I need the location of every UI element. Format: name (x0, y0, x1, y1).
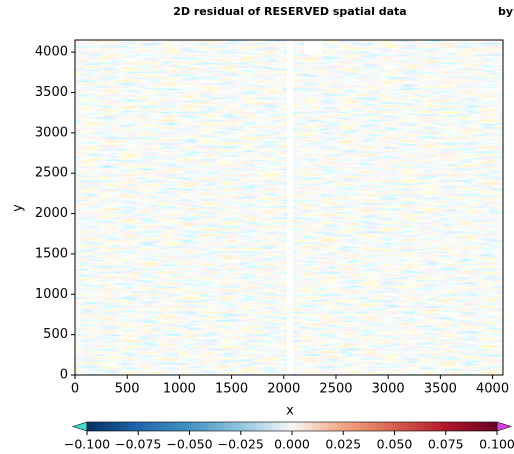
colorbar-tick-label: −0.075 (115, 437, 161, 452)
colorbar-tick-label: −0.025 (218, 437, 264, 452)
colorbar-extend-high (496, 421, 512, 432)
x-tick-label: 500 (115, 382, 140, 397)
y-tick-label: 3500 (35, 85, 68, 100)
x-tick-label: 0 (71, 382, 79, 397)
y-tick-label: 4000 (35, 45, 68, 60)
x-tick-label: 3500 (424, 382, 457, 397)
colorbar-tick-label: −0.050 (166, 437, 212, 452)
x-tick-label: 1000 (163, 382, 196, 397)
chart-title: 2D residual of RESERVED spatial data (173, 5, 406, 18)
y-tick-label: 2000 (35, 206, 68, 221)
plot-frame (74, 39, 504, 376)
colorbar-tick-label: 0.000 (274, 437, 310, 452)
y-tick-label: 0 (60, 368, 68, 383)
y-tick-label: 2500 (35, 166, 68, 181)
gap (287, 40, 293, 375)
x-axis-label: x (286, 404, 294, 419)
x-tick-label: 1500 (215, 382, 248, 397)
y-tick-label: 3000 (35, 125, 68, 140)
chart-title-extra: by (498, 5, 513, 18)
colorbar-tick-label: 0.075 (428, 437, 464, 452)
y-tick-label: 1000 (35, 287, 68, 302)
x-tick-label: 2000 (267, 382, 300, 397)
colorbar-tick-label: 0.100 (479, 437, 514, 452)
y-tick-label: 1500 (35, 246, 68, 261)
x-tick-label: 4000 (476, 382, 509, 397)
x-tick-label: 3000 (372, 382, 405, 397)
gap (304, 40, 322, 54)
colorbar (86, 421, 498, 432)
colorbar-extend-low (72, 421, 88, 432)
y-tick-label: 500 (43, 327, 68, 342)
x-tick-label: 2500 (319, 382, 352, 397)
colorbar-tick-label: −0.100 (64, 437, 110, 452)
colorbar-tick-label: 0.025 (325, 437, 361, 452)
y-axis-label: y (11, 204, 26, 212)
colorbar-tick-label: 0.050 (377, 437, 413, 452)
